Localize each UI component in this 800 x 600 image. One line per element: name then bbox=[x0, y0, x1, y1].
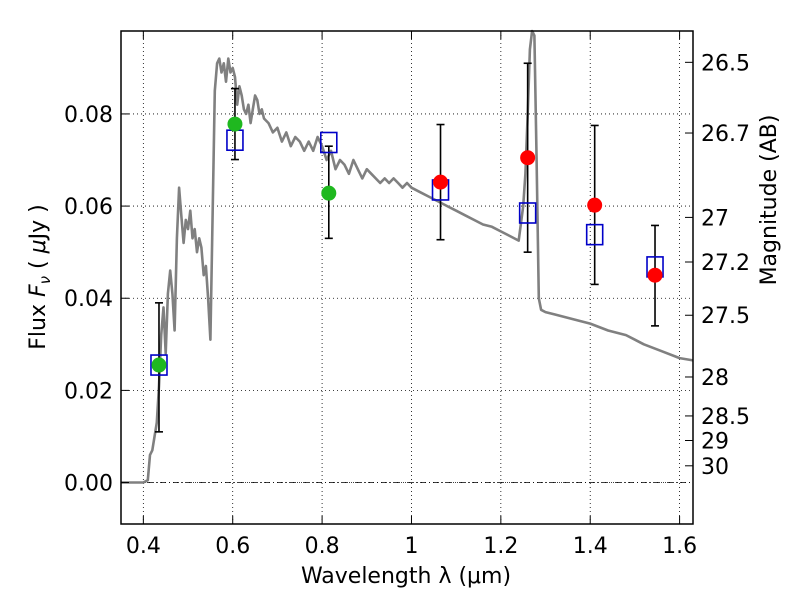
y-label-text: Flux bbox=[26, 297, 51, 350]
y-label-mu: μ bbox=[26, 239, 51, 254]
y-tick-label: 0.00 bbox=[64, 472, 113, 497]
y-tick-label: 0.04 bbox=[64, 287, 113, 312]
y2-tick-label: 26.7 bbox=[701, 122, 750, 147]
observed-flux-points bbox=[151, 116, 663, 373]
y2-tick-label: 26.5 bbox=[701, 51, 750, 76]
x-tick-label: 0.6 bbox=[215, 534, 250, 559]
y2-tick-label: 27.5 bbox=[701, 304, 750, 329]
y-tick-label: 0.06 bbox=[64, 195, 113, 220]
observed-point-red bbox=[520, 150, 536, 166]
observed-point-green bbox=[321, 185, 337, 201]
y2-tick-label: 29 bbox=[701, 430, 729, 455]
model-flux-boxes bbox=[150, 129, 664, 376]
y-label-symbol: F bbox=[26, 284, 51, 297]
x-tick-label: 1.6 bbox=[662, 534, 697, 559]
y-label-unit: Jy ) bbox=[26, 204, 51, 241]
model-flux-box bbox=[518, 202, 537, 224]
y2-axis-label: Magnitude (AB) bbox=[757, 115, 782, 286]
model-spectrum bbox=[121, 29, 694, 484]
x-axis-label: Wavelength λ (μm) bbox=[301, 564, 511, 589]
y-tick-label: 0.08 bbox=[64, 103, 113, 128]
x-tick-label: 0.4 bbox=[126, 534, 161, 559]
y2-tick-label: 28 bbox=[701, 366, 729, 391]
spectrum-line bbox=[121, 29, 694, 484]
y-label-subscript: ν bbox=[36, 276, 54, 284]
observed-point-green bbox=[227, 116, 243, 132]
y2-tick-label: 27.2 bbox=[701, 251, 750, 276]
model-flux-box bbox=[585, 223, 604, 246]
x-tick-label: 0.8 bbox=[305, 534, 340, 559]
x-tick-label: 1.2 bbox=[483, 534, 518, 559]
y-axis-label: Flux Fν ( μJy ) bbox=[26, 204, 54, 349]
y2-tick-label: 30 bbox=[701, 455, 729, 480]
x-tick-label: 1 bbox=[404, 534, 418, 559]
observed-point-red bbox=[433, 174, 449, 190]
observed-point-green bbox=[151, 357, 167, 373]
y-axis-ticks: 0.00 0.02 0.04 0.06 0.08 bbox=[64, 103, 129, 497]
y-label-paren: ( bbox=[26, 253, 51, 276]
plot-frame bbox=[120, 30, 694, 525]
model-flux-box bbox=[319, 131, 338, 154]
y2-tick-label: 28.5 bbox=[701, 405, 750, 430]
observed-point-red bbox=[587, 197, 603, 213]
x-axis-ticks: 0.4 0.6 0.8 1 1.2 1.4 1.6 bbox=[126, 31, 697, 559]
x-tick-label: 1.4 bbox=[573, 534, 608, 559]
observed-point-red bbox=[647, 267, 663, 283]
y2-tick-label: 27 bbox=[701, 206, 729, 231]
y-tick-label: 0.02 bbox=[64, 379, 113, 404]
model-flux-box bbox=[150, 354, 168, 376]
